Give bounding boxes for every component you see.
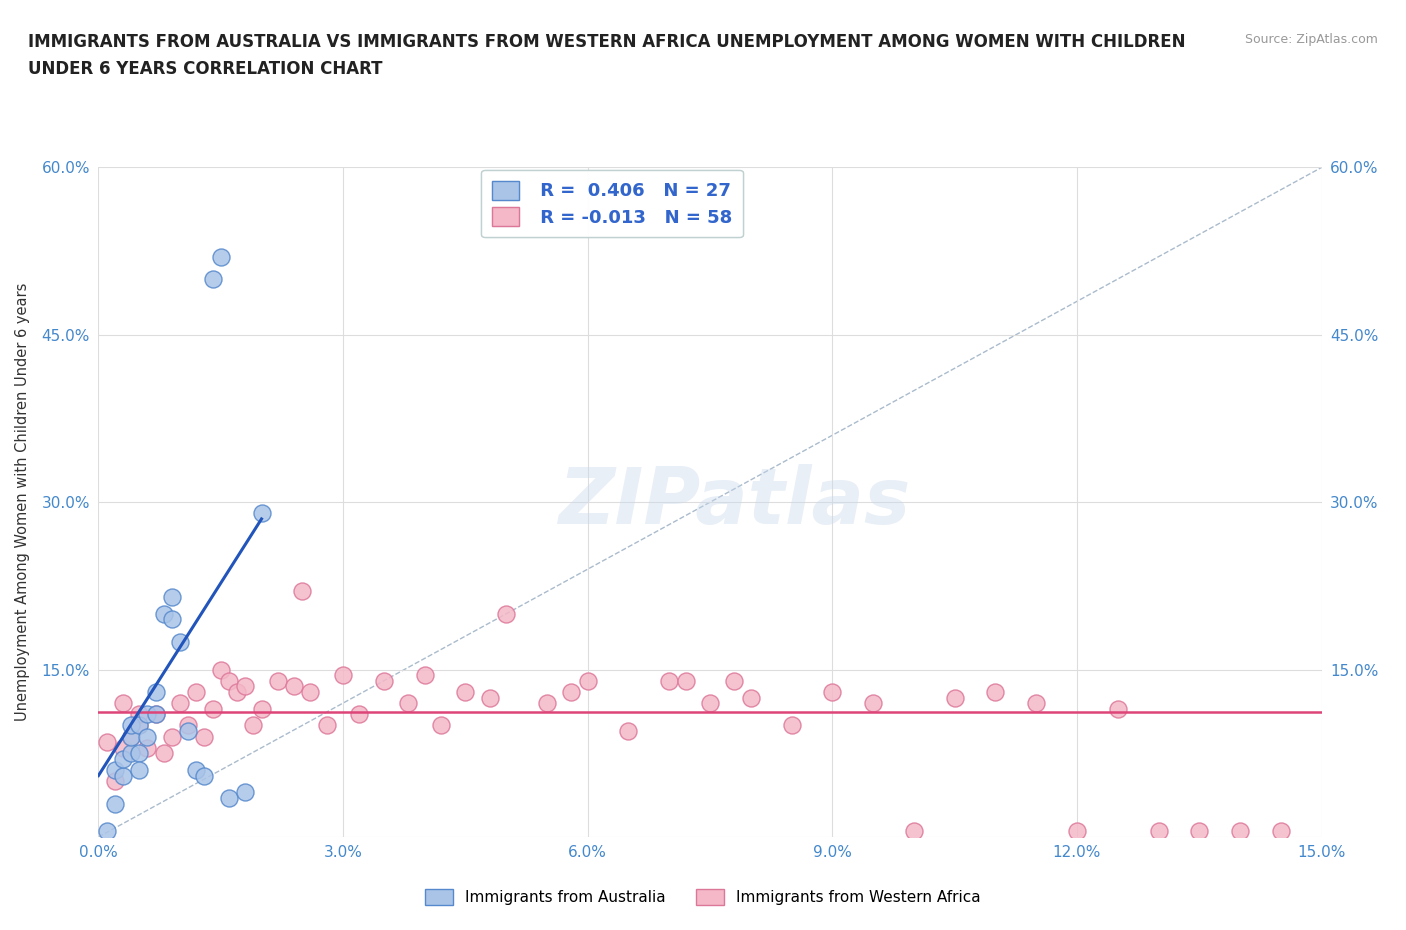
Point (267, 673, 290, 688)
Point (617, 724, 640, 738)
Point (128, 718, 150, 733)
Text: IMMIGRANTS FROM AUSTRALIA VS IMMIGRANTS FROM WESTERN AFRICA UNEMPLOYMENT AMONG W: IMMIGRANTS FROM AUSTRALIA VS IMMIGRANTS … (28, 33, 1185, 50)
Point (111, 696, 134, 711)
Point (536, 696, 558, 711)
Point (104, 763, 127, 777)
Point (862, 696, 884, 711)
Point (218, 790, 240, 805)
Point (1147, 824, 1170, 839)
Point (177, 718, 200, 733)
Point (1025, 696, 1047, 711)
Point (128, 763, 150, 777)
Point (332, 668, 354, 683)
Point (478, 690, 501, 705)
Point (821, 684, 844, 699)
Point (152, 606, 174, 621)
Point (233, 679, 256, 694)
Point (136, 729, 159, 744)
Point (209, 662, 232, 677)
Point (658, 673, 681, 688)
Point (160, 590, 183, 604)
Legend: Immigrants from Australia, Immigrants from Western Africa: Immigrants from Australia, Immigrants fr… (418, 882, 988, 913)
Point (675, 673, 697, 688)
Point (1107, 701, 1129, 716)
Point (145, 684, 167, 699)
Point (315, 718, 337, 733)
Point (218, 673, 240, 688)
Point (169, 634, 191, 649)
Point (104, 796, 127, 811)
Point (111, 751, 134, 766)
Point (120, 729, 142, 744)
Point (128, 707, 150, 722)
Point (111, 768, 134, 783)
Point (576, 673, 599, 688)
Point (943, 690, 966, 705)
Point (104, 774, 127, 789)
Point (233, 785, 256, 800)
Point (193, 768, 215, 783)
Legend:  R =  0.406   N = 27,  R = -0.013   N = 58: R = 0.406 N = 27, R = -0.013 N = 58 (481, 170, 742, 237)
Point (283, 679, 305, 694)
Point (169, 696, 191, 711)
Point (160, 612, 183, 627)
Point (495, 606, 517, 621)
Point (193, 729, 215, 744)
Point (96, 735, 118, 750)
Y-axis label: Unemployment Among Women with Children Under 6 years: Unemployment Among Women with Children U… (15, 283, 31, 722)
Point (984, 684, 1007, 699)
Point (136, 740, 159, 755)
Text: Source: ZipAtlas.com: Source: ZipAtlas.com (1244, 33, 1378, 46)
Point (1270, 824, 1292, 839)
Point (780, 718, 803, 733)
Point (160, 729, 183, 744)
Text: UNDER 6 YEARS CORRELATION CHART: UNDER 6 YEARS CORRELATION CHART (28, 60, 382, 78)
Point (291, 584, 314, 599)
Point (430, 718, 453, 733)
Point (413, 668, 436, 683)
Point (373, 673, 395, 688)
Point (903, 824, 925, 839)
Point (1066, 824, 1088, 839)
Point (120, 746, 142, 761)
Point (120, 718, 142, 733)
Point (396, 696, 419, 711)
Point (250, 701, 273, 716)
Point (177, 724, 200, 738)
Point (145, 707, 167, 722)
Point (152, 746, 174, 761)
Text: ZIPatlas: ZIPatlas (558, 464, 911, 540)
Point (209, 249, 232, 264)
Point (201, 701, 224, 716)
Point (699, 696, 721, 711)
Point (723, 673, 745, 688)
Point (226, 684, 249, 699)
Point (1188, 824, 1211, 839)
Point (186, 763, 208, 777)
Point (111, 740, 134, 755)
Point (120, 729, 142, 744)
Point (242, 718, 264, 733)
Point (128, 718, 150, 733)
Point (454, 684, 477, 699)
Point (299, 684, 322, 699)
Point (250, 506, 273, 521)
Point (136, 707, 159, 722)
Point (560, 684, 582, 699)
Point (145, 707, 167, 722)
Point (186, 684, 208, 699)
Point (96, 824, 118, 839)
Point (1229, 824, 1251, 839)
Point (349, 707, 371, 722)
Point (740, 690, 762, 705)
Point (201, 272, 224, 286)
Point (128, 746, 150, 761)
